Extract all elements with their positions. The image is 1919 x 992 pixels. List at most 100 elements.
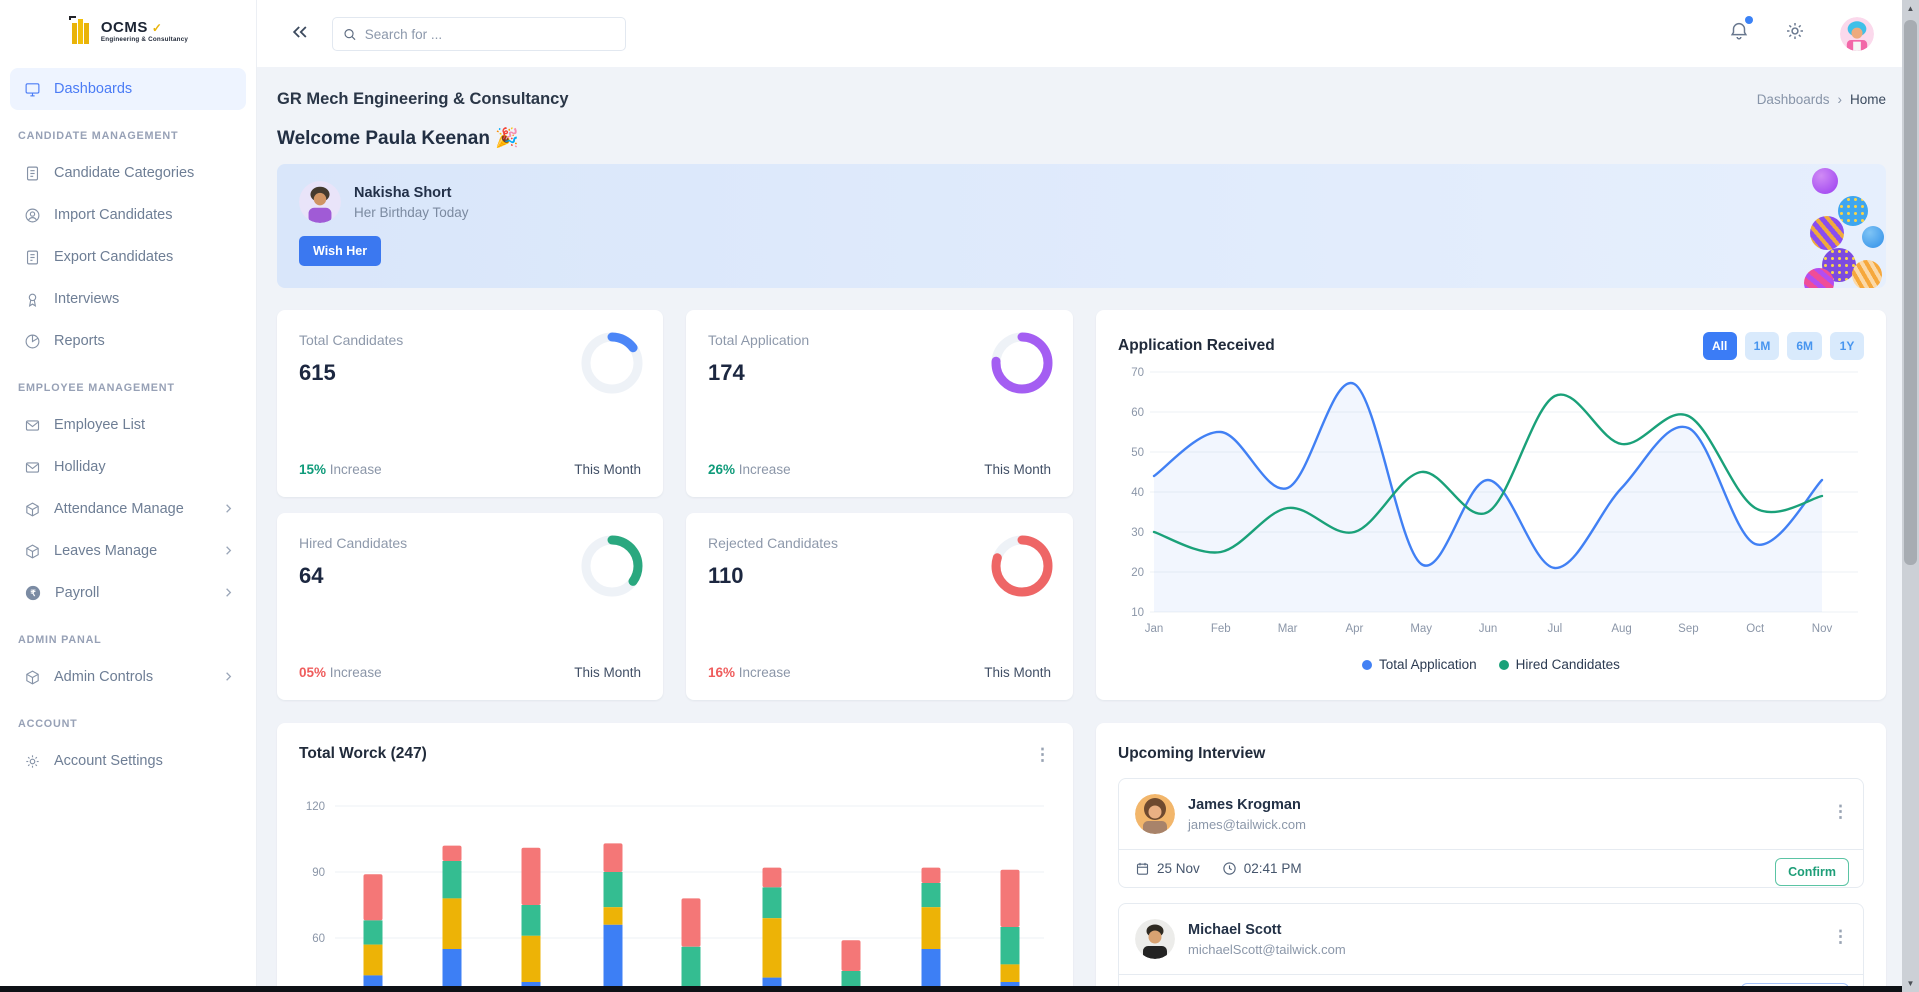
scroll-down-button[interactable]: ▼ xyxy=(1906,979,1915,988)
bar-chart-title: Total Worck (247) xyxy=(299,745,427,762)
wish-her-button[interactable]: Wish Her xyxy=(299,236,382,266)
search-input[interactable] xyxy=(364,26,615,42)
svg-text:10: 10 xyxy=(1131,607,1144,619)
sidebar-item-export-candidates[interactable]: Export Candidates xyxy=(10,236,246,278)
birthday-name: Nakisha Short xyxy=(354,184,452,201)
search-icon xyxy=(344,28,356,40)
sidebar-item-label: Admin Controls xyxy=(54,669,154,685)
sidebar-section-candidate-management: CANDIDATE MANAGEMENT xyxy=(18,130,179,142)
card-menu-button[interactable]: ⋮ xyxy=(1034,744,1051,764)
confirm-button[interactable]: Confirm xyxy=(1775,858,1849,886)
chevron-right-icon xyxy=(226,546,232,555)
settings-button[interactable] xyxy=(1784,20,1806,47)
stat-period: This Month xyxy=(574,462,641,477)
legend-dot xyxy=(1498,659,1509,670)
svg-text:90: 90 xyxy=(312,867,325,879)
range-button-1m[interactable]: 1M xyxy=(1744,332,1780,360)
interview-menu-button[interactable]: ⋮ xyxy=(1832,927,1849,946)
svg-text:Oct: Oct xyxy=(1746,623,1765,635)
cube-icon xyxy=(26,543,39,559)
svg-text:Sep: Sep xyxy=(1678,623,1698,635)
svg-text:Aug: Aug xyxy=(1611,623,1631,635)
svg-text:60: 60 xyxy=(312,933,325,945)
interviewee-avatar xyxy=(1135,794,1175,834)
sidebar-item-label: Dashboards xyxy=(54,81,133,97)
stat-delta: 15% Increase xyxy=(299,462,382,477)
sidebar: OCMS ✓ Engineering & Consultancy Dashboa… xyxy=(0,0,257,992)
range-button-all[interactable]: All xyxy=(1702,332,1737,360)
sidebar-item-dashboards[interactable]: Dashboards xyxy=(10,68,246,110)
sidebar-collapse-button[interactable] xyxy=(290,22,310,47)
birthday-avatar xyxy=(299,181,341,223)
welcome-heading: Welcome Paula Keenan 🎉 xyxy=(277,126,1892,150)
welcome-text: Welcome Paula Keenan xyxy=(277,128,490,149)
stat-card-hired-candidates: Hired Candidates 64 05% Increase This Mo… xyxy=(277,513,663,700)
sidebar-item-employee-list[interactable]: Employee List xyxy=(10,404,246,446)
chevron-right-icon xyxy=(226,504,232,513)
sidebar-item-attendance-manage[interactable]: Attendance Manage xyxy=(10,488,246,530)
total-work-card: Total Worck (247) ⋮ 120906030 xyxy=(277,723,1073,992)
svg-text:70: 70 xyxy=(1131,367,1144,379)
sidebar-item-label: Attendance Manage xyxy=(54,501,184,517)
topbar xyxy=(257,0,1902,67)
sidebar-item-label: Reports xyxy=(54,333,105,349)
page-title: GR Mech Engineering & Consultancy xyxy=(277,90,569,108)
svg-text:Jul: Jul xyxy=(1547,623,1562,635)
upcoming-interview-card: Upcoming Interview xyxy=(1096,723,1886,992)
stat-value: 110 xyxy=(708,563,744,588)
interview-item: Michael Scott michaelScott@tailwick.com … xyxy=(1118,903,1864,992)
sidebar-item-label: Export Candidates xyxy=(54,249,174,265)
scroll-up-button[interactable]: ▲ xyxy=(1906,4,1915,13)
sidebar-item-reports[interactable]: Reports xyxy=(10,320,246,362)
calendar-icon xyxy=(1136,862,1149,875)
scroll-icon xyxy=(26,250,39,264)
svg-text:Feb: Feb xyxy=(1211,623,1231,635)
birthday-message: Her Birthday Today xyxy=(354,204,469,220)
sidebar-section-account: ACCOUNT xyxy=(18,718,78,730)
interview-menu-button[interactable]: ⋮ xyxy=(1832,802,1849,821)
user-avatar-image xyxy=(1840,16,1874,51)
mail-icon xyxy=(25,461,40,473)
sidebar-item-holliday[interactable]: Holliday xyxy=(10,446,246,488)
sidebar-item-interviews[interactable]: Interviews xyxy=(10,278,246,320)
svg-text:Nov: Nov xyxy=(1812,623,1833,635)
svg-text:30: 30 xyxy=(1131,527,1144,539)
main-content: GR Mech Engineering & Consultancy Dashbo… xyxy=(257,67,1902,992)
interviewee-avatar xyxy=(1135,919,1175,959)
breadcrumb-separator: › xyxy=(1837,92,1842,107)
range-button-6m[interactable]: 6M xyxy=(1787,332,1822,360)
notifications-button[interactable] xyxy=(1728,16,1753,47)
window-bottom-edge xyxy=(0,986,1902,992)
chevron-right-icon xyxy=(226,588,232,597)
range-button-1y[interactable]: 1Y xyxy=(1830,332,1864,360)
scrollbar-thumb[interactable] xyxy=(1904,20,1917,565)
svg-text:Jan: Jan xyxy=(1145,623,1164,635)
sidebar-item-import-candidates[interactable]: Import Candidates xyxy=(10,194,246,236)
stat-title: Total Application xyxy=(708,332,810,348)
sidebar-item-label: Candidate Categories xyxy=(54,165,195,181)
clock-icon xyxy=(1223,862,1236,875)
stat-delta: 16% Increase xyxy=(708,665,791,680)
sidebar-item-label: Holliday xyxy=(54,459,106,475)
sidebar-nav: Dashboards CANDIDATE MANAGEMENT Candidat… xyxy=(0,60,256,782)
gear-icon xyxy=(26,754,39,768)
sidebar-item-leaves-manage[interactable]: Leaves Manage xyxy=(10,530,246,572)
sidebar-item-admin-controls[interactable]: Admin Controls xyxy=(10,656,246,698)
cube-icon xyxy=(26,669,39,685)
user-avatar[interactable] xyxy=(1840,16,1874,51)
sidebar-item-label: Employee List xyxy=(54,417,146,433)
sidebar-item-label: Account Settings xyxy=(54,753,163,769)
notification-dot xyxy=(1745,16,1753,24)
legend-hired-candidates: Hired Candidates xyxy=(1498,657,1620,672)
sidebar-section-admin-panal: ADMIN PANAL xyxy=(18,634,102,646)
sidebar-item-account-settings[interactable]: Account Settings xyxy=(10,740,246,782)
stat-delta: 05% Increase xyxy=(299,665,382,680)
vertical-scrollbar[interactable]: ▲ ▼ xyxy=(1902,0,1919,992)
sidebar-item-candidate-categories[interactable]: Candidate Categories xyxy=(10,152,246,194)
stat-value: 615 xyxy=(299,360,336,385)
donut-chart xyxy=(581,332,643,394)
sidebar-item-payroll[interactable]: ₹ Payroll xyxy=(10,572,246,614)
upcoming-title: Upcoming Interview xyxy=(1118,745,1266,762)
breadcrumb-parent[interactable]: Dashboards xyxy=(1756,92,1830,107)
